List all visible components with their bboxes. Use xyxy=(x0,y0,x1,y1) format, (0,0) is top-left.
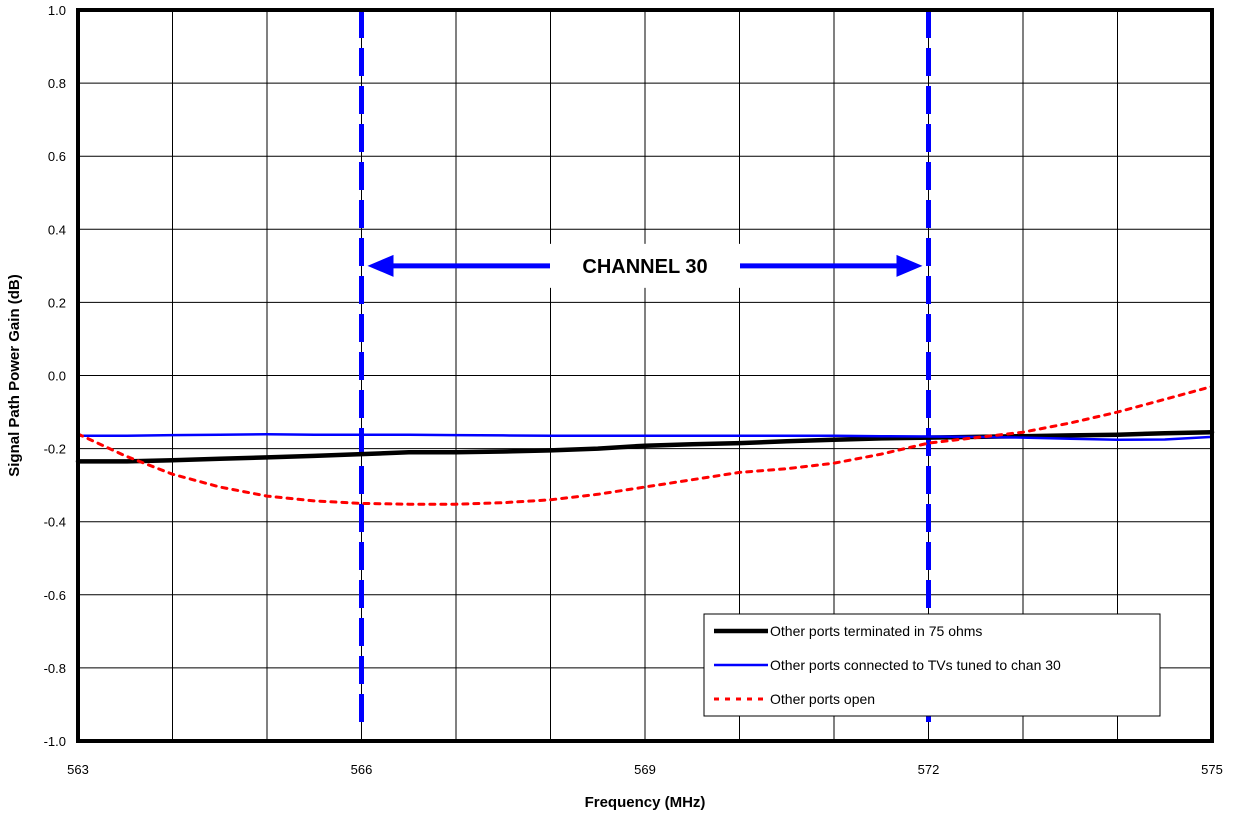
annotation-arrowhead-left xyxy=(367,254,394,277)
legend-label: Other ports terminated in 75 ohms xyxy=(770,623,982,639)
x-tick-label: 569 xyxy=(634,762,656,777)
y-tick-label: -0.6 xyxy=(44,588,66,603)
legend-box xyxy=(703,613,1161,717)
y-tick-label: 1.0 xyxy=(48,3,66,18)
data-series xyxy=(75,385,1215,506)
y-tick-label: -1.0 xyxy=(44,734,66,749)
series-line xyxy=(75,429,1215,464)
y-axis-label: Signal Path Power Gain (dB) xyxy=(6,274,23,477)
y-tick-label: -0.4 xyxy=(44,515,66,530)
x-tick-label: 566 xyxy=(351,762,373,777)
x-tick-label: 563 xyxy=(67,762,89,777)
legend-label: Other ports open xyxy=(770,691,875,707)
y-tick-label: 0.8 xyxy=(48,76,66,91)
tick-labels: 1.00.80.60.40.20.0-0.2-0.4-0.6-0.8-1.056… xyxy=(44,3,1223,777)
series-line xyxy=(76,385,1214,506)
channel-annotation: CHANNEL 30 xyxy=(367,243,923,288)
channel-boundary-lines xyxy=(359,10,931,723)
y-tick-label: 0.6 xyxy=(48,149,66,164)
legend: Other ports terminated in 75 ohms Other p… xyxy=(703,613,1161,717)
annotation-label-box xyxy=(550,243,740,288)
y-tick-label: -0.8 xyxy=(44,661,66,676)
annotation-label: CHANNEL 30 xyxy=(582,256,707,278)
x-tick-label: 572 xyxy=(918,762,940,777)
plot-frame xyxy=(76,8,1214,743)
y-tick-label: -0.2 xyxy=(44,442,66,457)
annotation-arrowhead-right xyxy=(896,254,923,277)
y-tick-label: 0.2 xyxy=(48,295,66,310)
legend-label: Other ports connected to TVs tuned to ch… xyxy=(770,657,1061,673)
x-tick-label: 575 xyxy=(1201,762,1223,777)
y-tick-label: 0.4 xyxy=(48,222,66,237)
y-tick-label: 0.0 xyxy=(48,369,66,384)
series-line xyxy=(76,433,1214,442)
x-axis-label: Frequency (MHz) xyxy=(585,794,706,811)
